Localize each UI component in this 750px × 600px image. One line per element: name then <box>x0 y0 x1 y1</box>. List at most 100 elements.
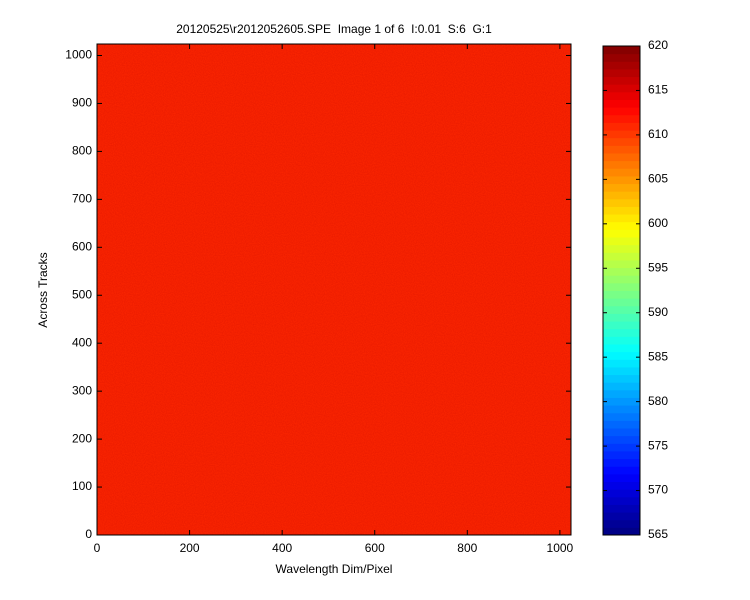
colorbar-tick-label: 575 <box>648 438 668 452</box>
colorbar-step <box>603 412 640 421</box>
colorbar-tick-label: 570 <box>648 483 668 497</box>
colorbar-step <box>603 435 640 444</box>
x-tick-label: 200 <box>180 541 200 555</box>
y-tick-label: 100 <box>72 479 92 493</box>
colorbar-step <box>603 420 640 429</box>
colorbar-step <box>603 229 640 238</box>
colorbar-step <box>603 512 640 521</box>
y-tick-label: 900 <box>72 96 92 110</box>
colorbar-step <box>603 443 640 452</box>
y-tick-label: 800 <box>72 144 92 158</box>
colorbar-step <box>603 206 640 215</box>
colorbar-tick-label: 615 <box>648 83 668 97</box>
x-tick-label: 0 <box>94 541 101 555</box>
colorbar-step <box>603 305 640 314</box>
colorbar-tick-label: 620 <box>648 38 668 52</box>
colorbar-tick-label: 595 <box>648 260 668 274</box>
colorbar-step <box>603 137 640 146</box>
colorbar-step <box>603 313 640 322</box>
plot-frame <box>96 43 572 536</box>
colorbar-step <box>603 428 640 437</box>
colorbar-step <box>603 76 640 85</box>
y-tick-label: 400 <box>72 335 92 349</box>
colorbar-step <box>603 481 640 490</box>
chart-title: 20120525\r2012052605.SPE Image 1 of 6 I:… <box>176 22 492 36</box>
colorbar-step <box>603 527 640 536</box>
colorbar-step <box>603 359 640 368</box>
colorbar-step <box>603 53 640 62</box>
colorbar-step <box>603 107 640 116</box>
colorbar-tick-label: 590 <box>648 305 668 319</box>
colorbar-step <box>603 130 640 139</box>
colorbar-step <box>603 267 640 276</box>
colorbar-step <box>603 152 640 162</box>
y-tick-label: 200 <box>72 431 92 445</box>
colorbar-step <box>603 91 640 100</box>
x-tick-label: 400 <box>272 541 292 555</box>
y-tick-label: 600 <box>72 239 92 253</box>
colorbar-step <box>603 198 640 207</box>
colorbar-tick-label: 610 <box>648 127 668 141</box>
colorbar-step <box>603 175 640 185</box>
colorbar-step <box>603 466 640 475</box>
colorbar-step <box>603 145 640 154</box>
colorbar-step <box>603 84 640 93</box>
colorbar-step <box>603 321 640 330</box>
colorbar-step <box>603 259 640 269</box>
colorbar-step <box>603 252 640 261</box>
colorbar-step <box>603 458 640 467</box>
colorbar-step <box>603 397 640 406</box>
colorbar-step <box>603 46 640 55</box>
x-tick-label: 1000 <box>547 541 574 555</box>
colorbar-step <box>603 405 640 414</box>
colorbar-step <box>603 99 640 108</box>
colorbar-step <box>603 214 640 223</box>
colorbar-step <box>603 504 640 513</box>
y-tick-label: 1000 <box>65 48 92 62</box>
colorbar-step <box>603 489 640 498</box>
y-axis-label: Across Tracks <box>36 252 50 327</box>
colorbar-step <box>603 366 640 376</box>
colorbar-step <box>603 244 640 253</box>
colorbar-step <box>603 68 640 78</box>
colorbar-step <box>603 282 640 291</box>
noise-texture <box>97 44 571 535</box>
colorbar-step <box>603 237 640 246</box>
colorbar-tick-label: 580 <box>648 394 668 408</box>
colorbar-step <box>603 275 640 284</box>
colorbar-step <box>603 343 640 353</box>
colorbar-tick-label: 585 <box>648 349 668 363</box>
colorbar-step <box>603 221 640 230</box>
colorbar-step <box>603 168 640 177</box>
colorbar-tick-label: 605 <box>648 172 668 186</box>
colorbar-step <box>603 519 640 528</box>
colorbar-step <box>603 122 640 131</box>
colorbar-step <box>603 351 640 360</box>
colorbar-step <box>603 114 640 123</box>
colorbar-frame <box>602 45 641 536</box>
x-axis-label: Wavelength Dim/Pixel <box>276 562 393 576</box>
colorbar-step <box>603 473 640 483</box>
colorbar-step <box>603 290 640 299</box>
colorbar-step <box>603 328 640 337</box>
x-tick-label: 800 <box>457 541 477 555</box>
colorbar-step <box>603 336 640 345</box>
colorbar-step <box>603 374 640 383</box>
x-tick-label: 600 <box>365 541 385 555</box>
colorbar-step <box>603 183 640 192</box>
colorbar-step <box>603 450 640 460</box>
y-tick-label: 0 <box>85 527 92 541</box>
colorbar-step <box>603 496 640 505</box>
y-tick-label: 500 <box>72 287 92 301</box>
y-tick-label: 300 <box>72 383 92 397</box>
colorbar-step <box>603 191 640 200</box>
colorbar-step <box>603 160 640 169</box>
y-tick-label: 700 <box>72 192 92 206</box>
colorbar-step <box>603 298 640 307</box>
colorbar-tick-label: 600 <box>648 216 668 230</box>
colorbar-step <box>603 61 640 70</box>
colorbar-step <box>603 382 640 391</box>
colorbar-step <box>603 389 640 398</box>
